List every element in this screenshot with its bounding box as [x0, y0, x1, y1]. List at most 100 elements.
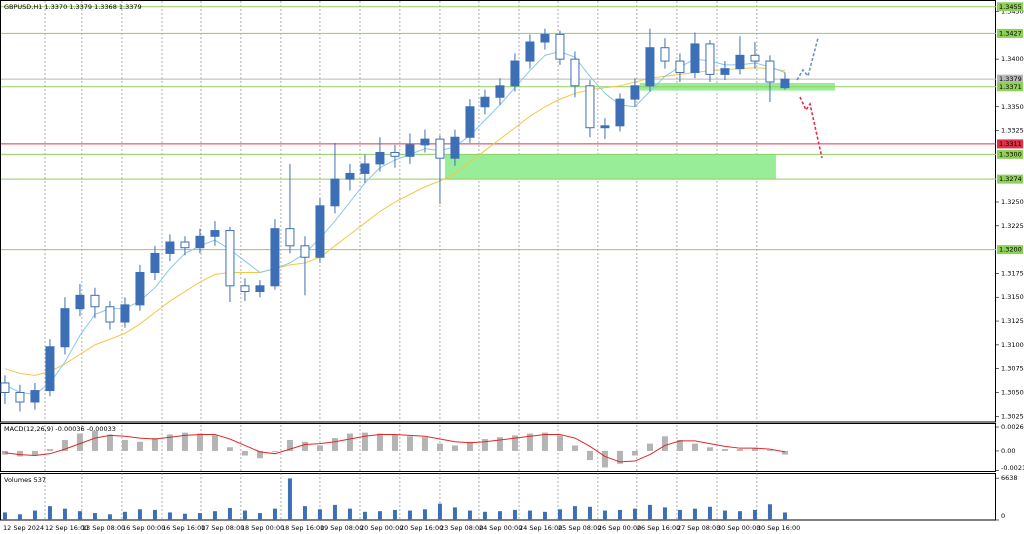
volume-bar: [107, 514, 112, 520]
candle-body: [630, 85, 640, 100]
candle-body: [180, 241, 190, 249]
x-tick-label: 18 Sep 00:00: [241, 524, 284, 532]
x-tick-label: 17 Sep 08:00: [201, 524, 244, 532]
macd-bar: [331, 438, 338, 451]
volume-bar: [137, 509, 142, 520]
macd-bar: [391, 434, 398, 451]
volume-bar: [677, 509, 682, 520]
x-tick-label: 30 Sep 00:00: [717, 524, 760, 532]
level-label-box: [997, 139, 1023, 149]
x-tick-label: 27 Sep 08:00: [677, 524, 720, 532]
candle-body: [465, 106, 475, 138]
level-label: 1.3455: [999, 3, 1022, 11]
macd-bar: [496, 437, 503, 451]
x-tick-label: 13 Sep 08:00: [82, 524, 125, 532]
macd-bar: [346, 433, 353, 451]
candle-body: [225, 230, 235, 287]
candle-body: [120, 304, 130, 323]
candle-body: [60, 308, 70, 348]
level-label: 1.3300: [999, 150, 1022, 158]
volume-bar: [452, 507, 457, 520]
volume-bar: [782, 512, 787, 520]
y-tick-label: 1.3400: [1001, 55, 1024, 63]
volume-bar: [257, 513, 262, 520]
y-tick-label: 1.3050: [1001, 388, 1024, 396]
candle-body: [585, 85, 595, 129]
macd-bar: [751, 448, 758, 451]
volume-bar: [632, 508, 637, 520]
candle-body: [510, 60, 520, 87]
macd-bar: [121, 439, 128, 451]
x-tick-label: 19 Sep 08:00: [320, 524, 363, 532]
candle-body: [675, 60, 685, 73]
x-tick-label: 16 Sep 00:00: [122, 524, 165, 532]
volume-bar: [17, 514, 22, 520]
volume-bar: [122, 511, 127, 520]
volume-bar: [287, 478, 292, 520]
macd-bar: [136, 441, 143, 451]
y-tick-label: 1.3125: [1001, 317, 1024, 325]
volume-bar: [362, 511, 367, 520]
candle-body: [285, 228, 295, 247]
level-label-box: [997, 149, 1023, 159]
macd-bar: [226, 447, 233, 451]
volume-bar: [542, 511, 547, 520]
volume-bar: [422, 509, 427, 520]
candle-body: [615, 98, 625, 127]
macd-bar: [256, 450, 263, 459]
volume-bar: [572, 506, 577, 520]
x-tick-label: 25 Sep 08:00: [558, 524, 601, 532]
volume-bar: [557, 509, 562, 520]
macd-bar: [61, 439, 68, 451]
volume-bar: [317, 509, 322, 520]
volume-bar: [197, 513, 202, 520]
candle-body: [30, 390, 40, 403]
macd-bar: [106, 434, 113, 451]
candle-body: [90, 294, 100, 308]
macd-bar: [286, 439, 293, 451]
candle-body: [255, 285, 265, 293]
level-label: 1.3311: [999, 140, 1022, 148]
candle-body: [390, 151, 400, 157]
macd-bar: [601, 450, 608, 468]
volume-bar: [497, 511, 502, 520]
macd-bar: [661, 436, 668, 451]
candle-body: [360, 163, 370, 174]
y-tick-label: 1.3075: [1001, 365, 1024, 373]
volume-bar: [77, 511, 82, 520]
macd-bar: [46, 449, 53, 451]
macd-signal: [4, 433, 786, 463]
candle-body: [765, 60, 775, 83]
x-tick-label: 20 Sep 00:00: [360, 524, 403, 532]
y-tick-label: -0.00215: [1001, 464, 1024, 472]
x-tick-label: 24 Sep 16:00: [519, 524, 562, 532]
y-tick-label: 1.3450: [1001, 8, 1024, 16]
x-tick-label: 12 Sep 2024: [3, 524, 44, 532]
y-tick-label: 1.3225: [1001, 222, 1024, 230]
macd-bar: [196, 433, 203, 451]
macd-bar: [181, 432, 188, 451]
macd-bar: [91, 430, 98, 451]
forecast-down: [799, 96, 823, 159]
candle-body: [645, 47, 655, 87]
candle-body: [165, 241, 175, 254]
volume-bar: [602, 510, 607, 520]
macd-bar: [16, 450, 23, 457]
volume-bar: [767, 504, 772, 520]
volume-bar: [2, 512, 7, 520]
candle-body: [300, 245, 310, 258]
candle-body: [750, 54, 760, 62]
volume-bar: [32, 510, 37, 520]
volume-bar: [587, 506, 592, 520]
level-label-box: [997, 245, 1023, 255]
x-tick-label: 16 Sep 16:00: [162, 524, 205, 532]
volume-bar: [62, 508, 67, 520]
candle-body: [735, 54, 745, 70]
macd-bar: [721, 449, 728, 451]
candle-body: [720, 68, 730, 75]
candle-body: [480, 96, 490, 108]
macd-bar: [406, 436, 413, 451]
volume-bar: [707, 506, 712, 520]
macd-bar: [316, 445, 323, 451]
y-tick-label: 1.3150: [1001, 293, 1024, 301]
